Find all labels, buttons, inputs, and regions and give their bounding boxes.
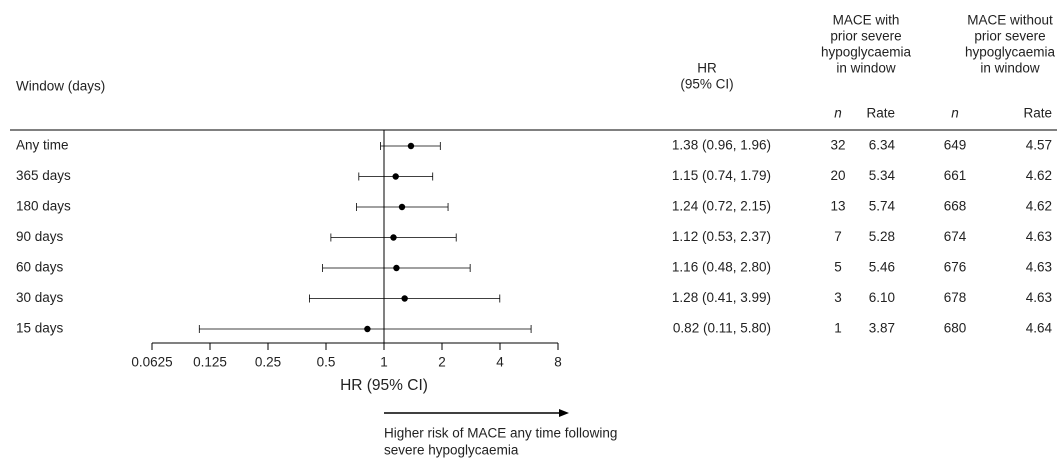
row-label: 60 days [16,260,64,275]
rate-cell: 4.57 [1026,138,1052,153]
group-header: in window [836,61,896,76]
row-label: 180 days [16,199,71,214]
n-header: n [951,106,959,121]
x-axis-label: HR (95% CI) [340,377,428,394]
rate-cell: 4.62 [1026,199,1052,214]
x-tick-label: 0.5 [317,355,336,370]
n-cell: 674 [944,229,967,244]
hr-point [401,295,408,302]
n-cell: 678 [944,290,967,305]
rate-cell: 4.63 [1026,229,1052,244]
value-label: 1.15 (0.74, 1.79) [672,168,771,183]
hr-point [390,234,397,241]
row-label: 90 days [16,229,64,244]
group-header: hypoglycaemia [821,45,912,60]
n-cell: 5 [834,260,842,275]
group-header: prior severe [974,29,1045,44]
hr-point [364,325,371,333]
arrow-head [559,409,569,417]
group-header: in window [980,61,1040,76]
n-cell: 13 [830,199,845,214]
n-cell: 32 [830,138,845,153]
rate-cell: 4.63 [1026,290,1052,305]
annotation: Higher risk of MACE any time following [384,426,617,441]
group-header: MACE without [967,13,1053,28]
group-header: prior severe [830,29,901,44]
x-tick-label: 0.25 [255,355,281,370]
rate-cell: 5.74 [869,199,896,214]
rate-cell: 3.87 [869,321,895,336]
n-cell: 20 [830,168,845,183]
x-tick-label: 0.0625 [131,355,172,370]
hr-point [398,203,406,211]
n-cell: 661 [944,168,967,183]
rate-cell: 5.34 [869,168,896,183]
rate-cell: 6.34 [869,138,896,153]
group-header: MACE with [833,13,900,28]
x-tick-label: 0.125 [193,355,227,370]
rate-cell: 4.63 [1026,260,1052,275]
x-tick-label: 2 [438,355,446,370]
hr-point [392,173,399,180]
rate-header: Rate [1023,106,1052,121]
rate-cell: 4.64 [1026,321,1053,336]
n-cell: 1 [834,321,842,336]
value-label: 1.16 (0.48, 2.80) [672,260,771,275]
row-label: 365 days [16,168,71,183]
n-cell: 668 [944,199,967,214]
value-label: 1.28 (0.41, 3.99) [672,290,771,305]
hr-point [393,264,400,272]
value-header: (95% CI) [680,77,733,92]
group-header: hypoglycaemia [965,45,1056,60]
n-cell: 676 [944,260,967,275]
n-cell: 7 [834,229,842,244]
value-label: 1.38 (0.96, 1.96) [672,138,771,153]
row-label: 15 days [16,321,64,336]
row-label: Any time [16,138,69,153]
value-label: 1.24 (0.72, 2.15) [672,199,771,214]
n-cell: 680 [944,321,967,336]
hr-point [407,142,415,150]
rate-cell: 6.10 [869,290,895,305]
x-tick-label: 1 [380,355,388,370]
annotation: severe hypoglycaemia [384,443,519,458]
value-header: HR [697,61,717,76]
value-label: 1.12 (0.53, 2.37) [672,229,771,244]
rate-cell: 5.28 [869,229,895,244]
n-cell: 3 [834,290,842,305]
row-header: Window (days) [16,79,105,94]
n-cell: 649 [944,138,967,153]
rate-cell: 5.46 [869,260,895,275]
rate-cell: 4.62 [1026,168,1052,183]
x-tick-label: 4 [496,355,504,370]
row-label: 30 days [16,290,64,305]
value-label: 0.82 (0.11, 5.80) [673,321,771,336]
x-tick-label: 8 [554,355,562,370]
rate-header: Rate [866,106,895,121]
n-header: n [834,106,842,121]
